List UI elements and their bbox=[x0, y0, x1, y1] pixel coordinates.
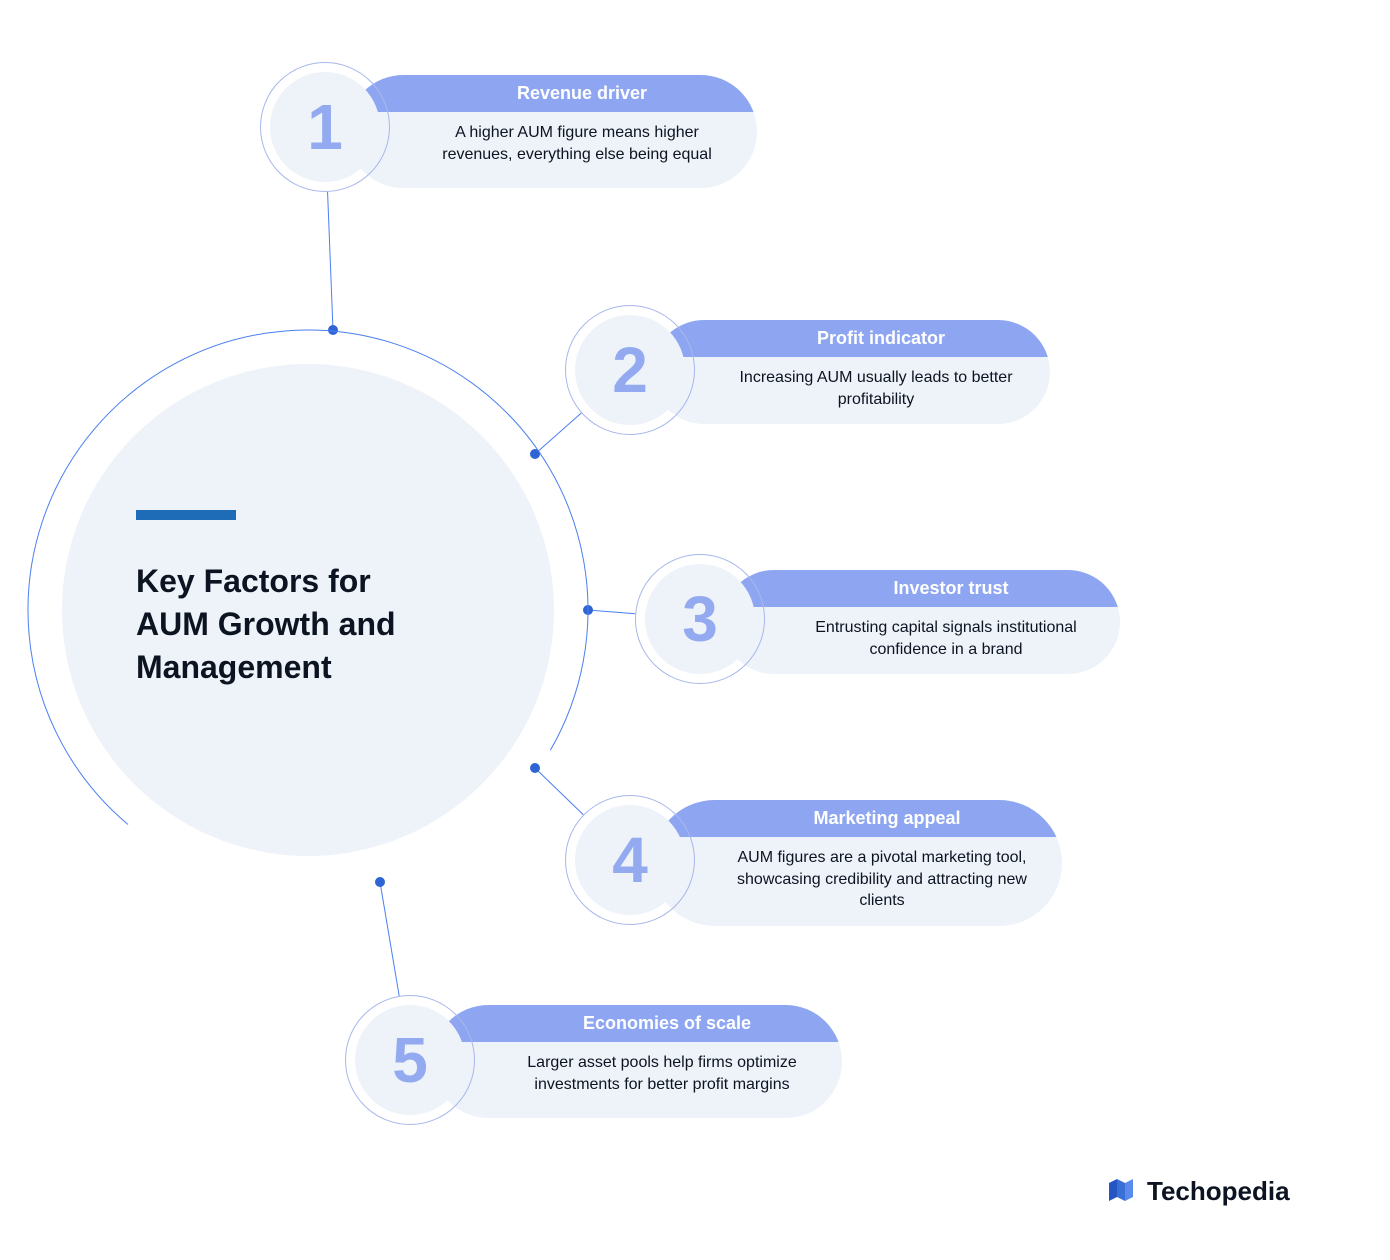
factor-card-1: Revenue driverA higher AUM figure means … bbox=[347, 75, 757, 188]
node-number: 3 bbox=[682, 582, 718, 656]
factor-card-3: Investor trustEntrusting capital signals… bbox=[722, 570, 1120, 674]
node-number: 1 bbox=[307, 90, 343, 164]
factor-card-title: Marketing appeal bbox=[652, 800, 1062, 837]
factor-card-title: Investor trust bbox=[722, 570, 1120, 607]
node-number-circle-inner: 1 bbox=[270, 72, 380, 182]
factor-card-title: Profit indicator bbox=[652, 320, 1050, 357]
factor-card-body: Larger asset pools help firms optimize i… bbox=[432, 1042, 842, 1109]
factor-card-body: A higher AUM figure means higher revenue… bbox=[347, 112, 757, 179]
factor-card-5: Economies of scaleLarger asset pools hel… bbox=[432, 1005, 842, 1118]
title-accent-bar bbox=[136, 510, 236, 520]
factor-card-title: Revenue driver bbox=[347, 75, 757, 112]
node-number-circle-inner: 5 bbox=[355, 1005, 465, 1115]
node-number-circle-inner: 2 bbox=[575, 315, 685, 425]
main-title: Key Factors forAUM Growth andManagement bbox=[136, 560, 396, 690]
factor-card-4: Marketing appealAUM figures are a pivota… bbox=[652, 800, 1062, 926]
factor-card-title: Economies of scale bbox=[432, 1005, 842, 1042]
brand-logo: Techopedia bbox=[1105, 1175, 1290, 1207]
node-number: 5 bbox=[392, 1023, 428, 1097]
node-number: 4 bbox=[612, 823, 648, 897]
brand-text: Techopedia bbox=[1147, 1176, 1290, 1207]
factor-card-body: Entrusting capital signals institutional… bbox=[722, 607, 1120, 674]
diagram-canvas: Key Factors forAUM Growth andManagement … bbox=[0, 0, 1390, 1260]
node-number-circle-inner: 3 bbox=[645, 564, 755, 674]
factor-card-body: Increasing AUM usually leads to better p… bbox=[652, 357, 1050, 424]
brand-icon bbox=[1105, 1175, 1137, 1207]
node-number-circle-inner: 4 bbox=[575, 805, 685, 915]
factor-card-body: AUM figures are a pivotal marketing tool… bbox=[652, 837, 1062, 926]
factor-card-2: Profit indicatorIncreasing AUM usually l… bbox=[652, 320, 1050, 424]
node-number: 2 bbox=[612, 333, 648, 407]
